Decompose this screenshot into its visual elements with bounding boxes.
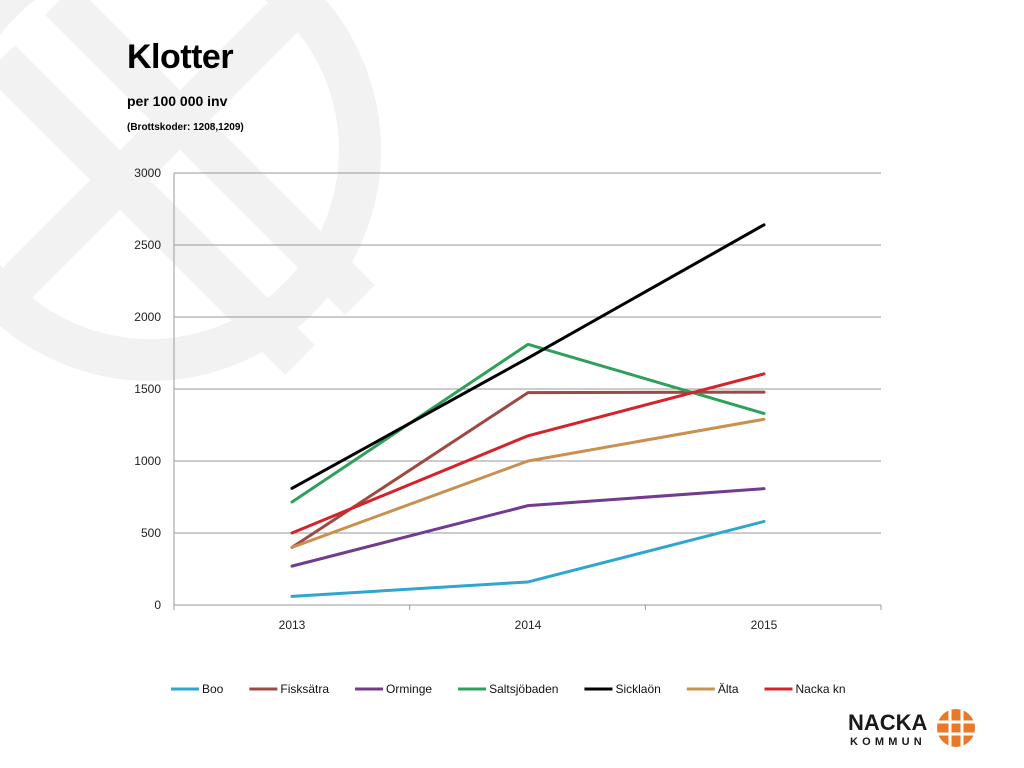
- legend-label: Nacka kn: [796, 682, 846, 696]
- y-axis-tick-labels: 0 500 1000 1500 2000 2500 3000: [134, 166, 161, 612]
- legend-item: Sicklaön: [584, 682, 661, 696]
- page-subtitle: per 100 000 inv: [127, 93, 228, 109]
- crime-codes-note: (Brottskoder: 1208,1209): [127, 122, 244, 133]
- x-tick-label: 2013: [279, 618, 306, 632]
- series-line: [290, 372, 766, 535]
- series-line: [290, 487, 766, 568]
- y-tick-label: 0: [154, 598, 161, 612]
- x-tick-label: 2014: [515, 618, 542, 632]
- series-line: [290, 223, 766, 490]
- legend-label: Sicklaön: [615, 682, 660, 696]
- legend-item: Älta: [686, 682, 739, 696]
- legend-label: Boo: [202, 682, 224, 696]
- series-line: [290, 390, 766, 549]
- chart-gridlines: [174, 172, 881, 534]
- series-line: [290, 417, 766, 549]
- background-watermark: [0, 0, 381, 381]
- legend-item: Orminge: [355, 682, 432, 696]
- legend-label: Saltsjöbaden: [489, 682, 558, 696]
- legend-item: Saltsjöbaden: [458, 682, 558, 696]
- y-tick-label: 2500: [134, 238, 161, 252]
- logo-emblem-icon: [937, 709, 975, 747]
- logo-wordmark-nacka: NACKA: [848, 710, 928, 735]
- legend-label: Fisksätra: [280, 682, 329, 696]
- page-title: Klotter: [127, 38, 234, 76]
- series-line: [290, 519, 766, 598]
- chart-legend: Boo Fisksätra Orminge Saltsjöbaden Sicklaön Ä…: [171, 682, 846, 696]
- y-tick-label: 1500: [134, 382, 161, 396]
- y-tick-label: 1000: [134, 454, 161, 468]
- legend-label: Älta: [718, 682, 739, 696]
- legend-item: Boo: [171, 682, 224, 696]
- series-line: [290, 342, 766, 504]
- legend-label: Orminge: [386, 682, 432, 696]
- x-tick-label: 2015: [751, 618, 778, 632]
- y-tick-label: 3000: [134, 166, 161, 180]
- x-axis-tick-labels: 2013 2014 2015: [279, 618, 778, 632]
- chart-series-lines: [290, 223, 766, 598]
- chart-axes: [173, 173, 882, 610]
- legend-item: Fisksätra: [249, 682, 329, 696]
- y-tick-label: 2000: [134, 310, 161, 324]
- logo-wordmark-kommun: KOMMUN: [850, 736, 926, 748]
- nacka-kommun-logo: NACKA KOMMUN: [848, 709, 975, 748]
- y-tick-label: 500: [141, 526, 161, 540]
- legend-item: Nacka kn: [764, 682, 846, 696]
